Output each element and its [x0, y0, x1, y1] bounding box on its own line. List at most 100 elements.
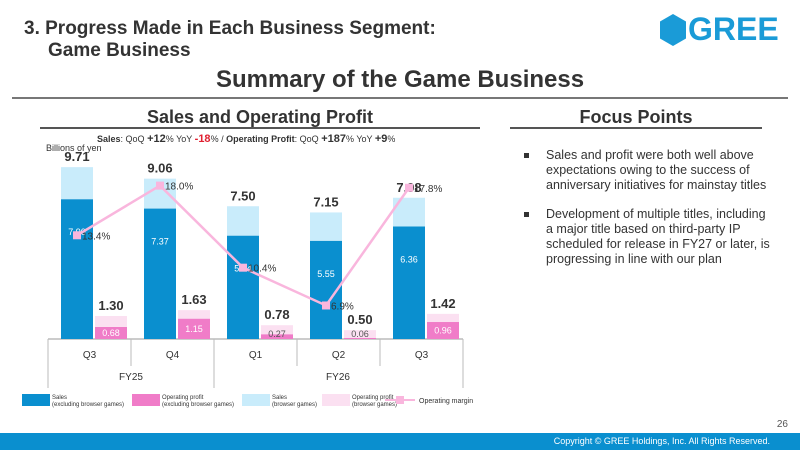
focus-points-list: Sales and profit were both well above ex…: [522, 148, 772, 281]
kpi-pct: %: [345, 134, 354, 144]
legend-marker: [396, 396, 404, 404]
section-title-line2: Game Business: [48, 40, 191, 61]
sales-excl-label: 5.55: [317, 269, 335, 279]
legend-label: Sales: [272, 395, 287, 401]
margin-point: [405, 183, 413, 192]
section-title: 3. Progress Made in Each Business Segmen…: [24, 18, 436, 62]
legend-label: Operating profit: [352, 395, 394, 401]
fiscal-year-label: FY26: [326, 372, 350, 383]
op-excl-label: 0.06: [351, 329, 369, 339]
op-excl-label: 0.68: [102, 328, 120, 338]
op-excl-label: 1.15: [185, 324, 203, 334]
kpi-qoq-label: QoQ: [125, 134, 145, 144]
kpi-sales-label: Sales: [97, 134, 121, 144]
legend-swatch: [242, 394, 270, 406]
kpi-op-qoq: +187: [321, 133, 346, 145]
bar-op-browser: [178, 310, 210, 319]
legend-label: Operating margin: [419, 398, 473, 405]
bar-op-browser: [427, 313, 459, 323]
bar-op-excl: [95, 326, 127, 339]
bar-sales-browser: [310, 212, 342, 241]
sales-total-label: 7.15: [313, 194, 338, 209]
legend-swatch: [322, 394, 350, 406]
footer-bar: Copyright © GREE Holdings, Inc. All Righ…: [0, 433, 800, 450]
kpi-pct: %: [165, 134, 174, 144]
category-tick-label: Q3: [415, 350, 429, 361]
sales-op-divider: [40, 127, 480, 129]
op-total-label: 1.63: [181, 292, 206, 307]
kpi-pct: %: [387, 134, 396, 144]
margin-point: [156, 181, 164, 190]
legend-label: Operating profit: [162, 395, 204, 401]
op-excl-label: 0.27: [268, 329, 286, 339]
bar-op-browser: [344, 330, 376, 338]
kpi-yoy-label: YoY: [176, 134, 193, 144]
bullet-icon: [524, 153, 529, 158]
unit-label: Billions of yen: [46, 143, 102, 153]
kpi-sales-yoy: -18: [194, 133, 211, 145]
category-tick-label: Q1: [249, 350, 263, 361]
bar-op-excl: [178, 318, 210, 339]
bar-op-browser: [95, 315, 127, 327]
category-tick-label: Q2: [332, 350, 346, 361]
legend-swatch: [22, 394, 50, 406]
logo-text: GREE: [688, 11, 779, 47]
legend-swatch: [132, 394, 160, 406]
margin-point: [322, 301, 330, 310]
kpi-sep: /: [221, 134, 224, 144]
legend-label: Sales: [52, 395, 67, 401]
kpi-summary: Sales: QoQ +12% YoY -18% / Operating Pro…: [97, 133, 396, 145]
copyright: Copyright © GREE Holdings, Inc. All Righ…: [553, 436, 770, 446]
sales-excl-label: 7.37: [151, 237, 169, 247]
bar-sales-browser: [61, 167, 93, 200]
focus-point-1: Sales and profit were both well above ex…: [522, 148, 772, 193]
kpi-yoy-label: YoY: [356, 134, 373, 144]
margin-point: [73, 231, 81, 240]
bar-sales-excl: [393, 226, 425, 339]
bullet-icon: [524, 212, 529, 217]
sales-excl-label: 6.36: [400, 254, 418, 264]
kpi-sales-qoq: +12: [147, 133, 166, 145]
margin-label: 13.4%: [82, 231, 110, 242]
main-title: Summary of the Game Business: [215, 66, 585, 93]
hexagon-logo-icon: [660, 14, 686, 46]
margin-label: 10.4%: [248, 264, 276, 275]
bar-op-browser: [261, 325, 293, 335]
fiscal-year-label: FY25: [119, 372, 143, 383]
sales-total-label: 7.50: [230, 188, 255, 203]
sales-total-label: 9.71: [64, 149, 89, 164]
op-total-label: 1.30: [98, 298, 123, 313]
margin-label: 6.9%: [331, 301, 354, 312]
category-tick-label: Q4: [166, 350, 180, 361]
kpi-qoq-label: QoQ: [299, 134, 319, 144]
legend-label: (excluding browser games): [162, 402, 234, 408]
kpi-pct: %: [210, 134, 219, 144]
bar-op-excl: [344, 337, 376, 339]
category-tick-label: Q3: [83, 350, 97, 361]
title-divider: [12, 97, 788, 99]
legend-label: (excluding browser games): [52, 402, 124, 408]
bar-sales-excl: [227, 235, 259, 339]
sales-op-title: Sales and Operating Profit: [146, 107, 374, 127]
op-total-label: 1.42: [430, 296, 455, 311]
op-total-label: 0.50: [347, 312, 372, 327]
kpi-op-yoy: +9: [374, 133, 388, 145]
margin-label: 18.0%: [165, 182, 193, 193]
margin-point: [239, 263, 247, 272]
section-title-line1: 3. Progress Made in Each Business Segmen…: [24, 18, 436, 39]
bar-op-excl: [427, 322, 459, 339]
margin-label: 17.8%: [414, 184, 442, 195]
focus-point-1-text: Sales and profit were both well above ex…: [546, 148, 767, 192]
kpi-op-label: Operating Profit: [226, 134, 295, 144]
op-total-label: 0.78: [264, 307, 289, 322]
focus-point-2-text: Development of multiple titles, includin…: [546, 207, 770, 266]
bar-op-excl: [261, 334, 293, 339]
sales-total-label: 9.06: [147, 161, 172, 176]
focus-point-2: Development of multiple titles, includin…: [522, 207, 772, 267]
focus-points-title: Focus Points: [579, 107, 693, 127]
focus-points-divider: [510, 127, 762, 129]
bar-sales-excl: [61, 199, 93, 339]
op-excl-label: 0.96: [434, 326, 452, 336]
legend-label: (browser games): [272, 402, 317, 408]
